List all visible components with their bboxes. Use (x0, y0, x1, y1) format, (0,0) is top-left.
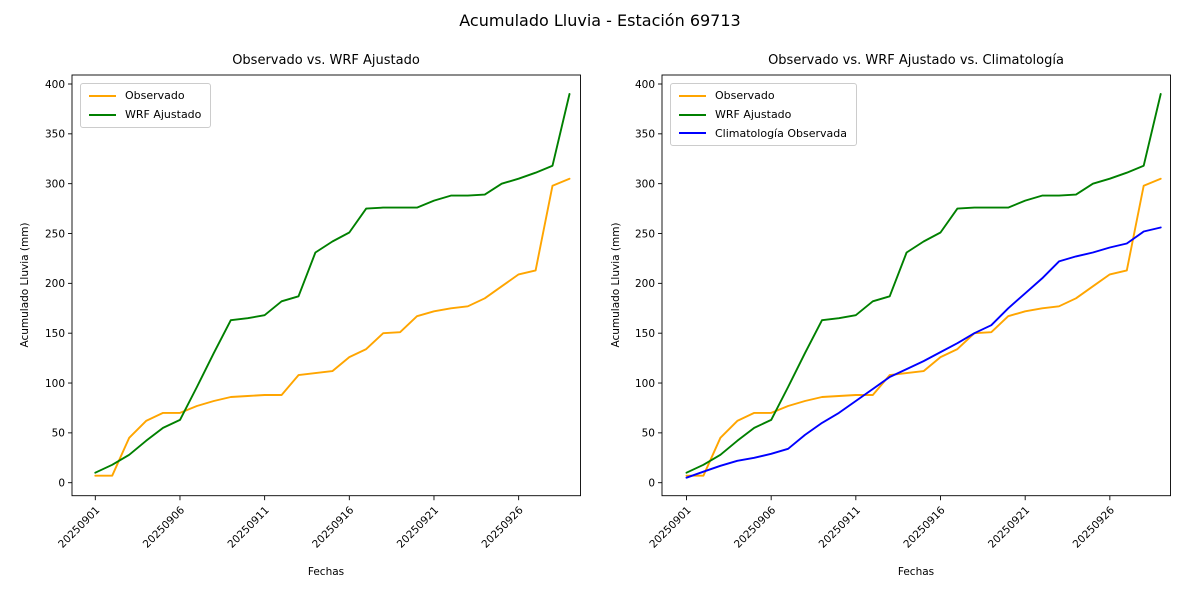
legend-line-swatch (89, 113, 116, 116)
y-tick-label: 250 (45, 228, 65, 240)
y-tick-label: 200 (635, 278, 655, 290)
y-tick-label: 0 (58, 478, 65, 490)
right-plot-title: Observado vs. WRF Ajustado vs. Climatolo… (768, 53, 1064, 68)
x-tick-label: 20250901 (647, 504, 693, 550)
subplot-left: 0 50 100 150 200 250 300 350 400 20250901 20250906… (45, 74, 581, 551)
legend-line-swatch (89, 94, 116, 97)
legend-item-wrf-ajustado: WRF Ajustado (89, 108, 201, 122)
legend-item-wrf-ajustado: WRF Ajustado (679, 108, 847, 122)
right-x-axis-label: Fechas (897, 566, 935, 578)
y-tick-label: 350 (635, 129, 655, 141)
x-tick-label: 20250916 (310, 504, 357, 551)
y-tick-label: 150 (45, 328, 65, 340)
x-tick-label: 20250926 (1071, 504, 1118, 551)
figure-title: Acumulado Lluvia - Estación 69713 (459, 11, 741, 30)
x-tick-label: 20250906 (141, 504, 188, 551)
legend-label: Observado (125, 89, 185, 102)
y-tick-label: 50 (642, 428, 655, 440)
series-wrf-ajustado-line (94, 93, 571, 474)
y-tick-label: 100 (45, 378, 65, 390)
x-tick-label: 20250916 (901, 504, 948, 551)
y-tick-label: 300 (45, 178, 65, 190)
series-observado-line (685, 177, 1162, 477)
y-tick-label: 400 (635, 79, 655, 91)
legend-label: Observado (715, 89, 775, 102)
y-tick-label: 400 (45, 79, 65, 91)
x-tick-label: 20250921 (395, 504, 441, 550)
right-y-axis-label: Acumulado Lluvia (mm) (610, 222, 622, 348)
x-tick-label: 20250926 (479, 504, 526, 551)
left-y-axis-label: Acumulado Lluvia (mm) (19, 222, 31, 348)
legend-line-swatch (679, 113, 706, 116)
legend-label: WRF Ajustado (125, 107, 202, 121)
subplot-right: 0 50 100 150 200 250 300 350 400 20250901 20250906… (635, 74, 1171, 551)
legend-line-swatch (679, 94, 706, 97)
left-x-axis-label: Fechas (307, 566, 345, 578)
left-plot-legend: Observado WRF Ajustado (80, 83, 212, 128)
series-observado-line (94, 177, 571, 477)
y-tick-label: 100 (635, 378, 655, 390)
x-tick-label: 20250906 (732, 504, 779, 551)
legend-item-observado: Observado (89, 89, 201, 103)
left-plot-title: Observado vs. WRF Ajustado (232, 53, 420, 68)
y-tick-label: 150 (635, 328, 655, 340)
y-tick-label: 350 (45, 129, 65, 141)
x-tick-label: 20250911 (817, 504, 863, 550)
y-tick-label: 250 (635, 228, 655, 240)
y-tick-label: 0 (648, 478, 655, 490)
y-tick-label: 300 (635, 178, 655, 190)
x-tick-label: 20250911 (225, 504, 271, 550)
x-tick-label: 20250921 (986, 504, 1032, 550)
series-wrf-ajustado-line (685, 93, 1162, 474)
y-tick-label: 50 (52, 428, 65, 440)
right-plot-legend: Observado WRF Ajustado Climatología Observ… (670, 83, 857, 147)
legend-line-swatch (679, 132, 706, 135)
legend-item-observado: Observado (679, 89, 847, 103)
x-tick-label: 20250901 (56, 504, 102, 550)
plot-border (71, 74, 581, 497)
plot-border (661, 74, 1171, 497)
legend-label: Climatología Observada (715, 126, 847, 140)
series-climatologia-observada-line (685, 226, 1162, 479)
legend-label: WRF Ajustado (715, 107, 792, 121)
y-tick-label: 200 (45, 278, 65, 290)
legend-item-climatologia-observada: Climatología Observada (679, 127, 847, 141)
